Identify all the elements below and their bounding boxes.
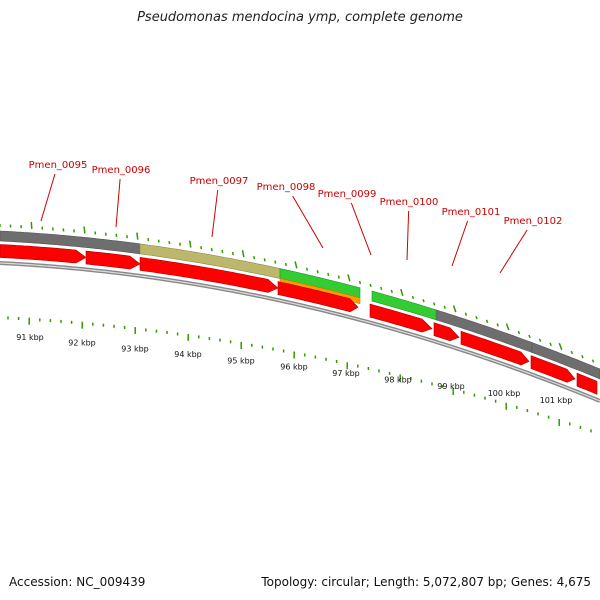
tick-mark (443, 305, 446, 309)
gene-label: Pmen_0098 (257, 182, 316, 193)
backbone-inner (0, 262, 600, 402)
gene-label: Pmen_0100 (380, 197, 439, 208)
tick-mark (30, 221, 33, 229)
tick-mark (464, 312, 468, 316)
backbone-line (0, 261, 600, 403)
tick-mark (422, 299, 425, 303)
tick-mark (570, 350, 574, 355)
kbp-label: 99 kbp (437, 382, 465, 391)
tick-mark (347, 274, 351, 282)
kbp-label: 97 kbp (332, 369, 360, 378)
gene-leader-line (350, 202, 372, 256)
gene-label: Pmen_0097 (190, 176, 249, 187)
gene-leader-line (40, 173, 56, 222)
kbp-label: 94 kbp (174, 350, 202, 359)
tick-mark (485, 319, 489, 323)
kbp-label: 96 kbp (280, 363, 308, 372)
tick-mark (231, 251, 234, 256)
gene-arrow (460, 330, 530, 366)
gene-label: Pmen_0102 (504, 216, 563, 227)
tick-mark (136, 232, 139, 240)
tick-mark (538, 338, 542, 342)
gene-label: Pmen_0095 (29, 160, 88, 171)
kbp-label: 92 kbp (68, 339, 96, 348)
tick-mark (210, 247, 213, 252)
kbp-label: 95 kbp (227, 356, 255, 365)
tick-mark (274, 260, 277, 264)
accession-text: Accession: NC_009439 (9, 575, 146, 589)
tick-mark (200, 246, 203, 250)
map-title: Pseudomonas mendocina ymp, complete geno… (137, 10, 463, 25)
gene-arrow (85, 250, 141, 270)
gray-feature-segment (531, 342, 600, 380)
tick-mark (168, 240, 171, 245)
tick-mark (517, 330, 521, 335)
tick-mark (337, 275, 340, 279)
tick-mark (241, 250, 245, 258)
tick-mark (327, 272, 330, 276)
tick-mark (390, 289, 393, 293)
genome-summary-text: Topology: circular; Length: 5,072,807 bp… (261, 575, 591, 589)
gene-arrow (0, 244, 87, 264)
tick-mark (284, 262, 287, 267)
gene-label: Pmen_0096 (92, 165, 151, 176)
gene-arrow (277, 281, 359, 313)
tick-mark (188, 240, 192, 248)
kbp-labels: 91 kbp 92 kbp 93 kbp 94 kbp 95 kbp 96 kbp 97 k… (16, 333, 572, 405)
gene-arrow (576, 372, 598, 395)
top-tick-marks (0, 221, 595, 363)
tick-mark (528, 334, 531, 339)
gene-leader-line (406, 210, 410, 261)
gene-leader-line (292, 195, 324, 249)
green-feature-segment (371, 290, 437, 321)
tick-mark (452, 305, 457, 313)
gene-labels: Pmen_0095 Pmen_0096Pmen_0097Pmen_0098Pmen… (29, 160, 563, 274)
gene-label: Pmen_0099 (318, 189, 377, 200)
kbp-label: 93 kbp (121, 344, 149, 353)
tick-mark (380, 286, 383, 290)
gene-arrow (139, 257, 279, 293)
bottom-tick-marks (7, 316, 592, 433)
tick-mark (178, 242, 181, 246)
tick-mark (294, 261, 298, 269)
tick-mark (305, 267, 309, 271)
tick-mark (496, 323, 499, 327)
gene-arrow (530, 355, 576, 383)
tick-mark (221, 249, 224, 254)
tick-mark (316, 270, 319, 274)
gene-leader-line (115, 178, 121, 228)
gene-leader-line (451, 220, 469, 267)
kbp-label: 100 kbp (488, 389, 521, 398)
gene-leader-line (499, 229, 528, 274)
gene-arrow (433, 322, 460, 342)
tick-mark (263, 258, 266, 262)
tick-mark (591, 359, 595, 363)
tick-mark (358, 280, 362, 285)
tick-mark (400, 288, 404, 297)
tick-mark (581, 355, 584, 359)
kbp-label: 101 kbp (540, 396, 573, 405)
tick-mark (253, 256, 256, 260)
tick-mark (549, 342, 552, 346)
tick-mark (83, 226, 86, 234)
tick-mark (558, 342, 563, 351)
feature-tracks (0, 231, 600, 395)
tick-mark (369, 283, 372, 287)
gene-arrow (369, 303, 433, 333)
tick-mark (411, 295, 415, 300)
tick-mark (432, 302, 436, 306)
kbp-label: 98 kbp (384, 375, 412, 384)
kbp-label: 91 kbp (16, 333, 44, 342)
tick-mark (505, 323, 510, 331)
tick-mark (475, 316, 478, 320)
gene-leader-line (211, 189, 219, 238)
gene-label: Pmen_0101 (442, 207, 501, 218)
